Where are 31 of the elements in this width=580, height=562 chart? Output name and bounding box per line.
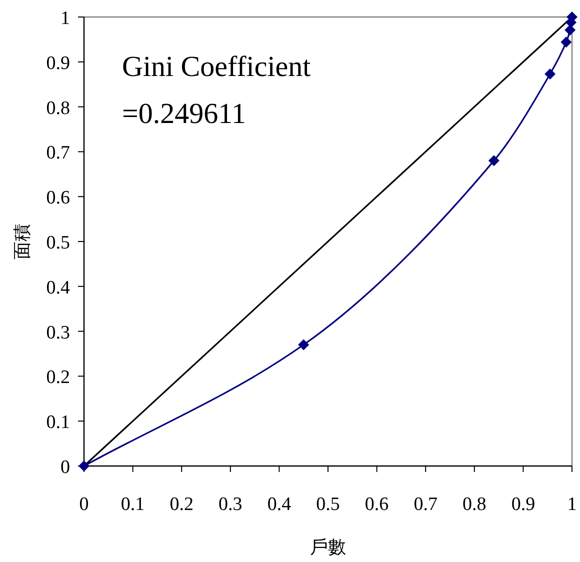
x-tick-label: 0.2 <box>170 494 194 515</box>
y-tick-label: 0.1 <box>46 412 70 434</box>
x-tick-label: 0 <box>79 494 89 515</box>
y-tick-label: 1 <box>60 8 70 29</box>
x-tick-label: 0.9 <box>511 494 536 515</box>
x-tick-label: 1 <box>567 494 577 515</box>
x-tick-label: 0.6 <box>364 494 389 515</box>
y-tick-label: 0.9 <box>46 52 70 74</box>
y-tick-label: 0.4 <box>46 277 70 298</box>
y-tick-label: 0.7 <box>46 142 70 164</box>
y-axis-title: 面積 <box>12 224 32 260</box>
x-tick-label: 0.1 <box>120 494 145 515</box>
y-tick-label: 0.8 <box>46 98 70 119</box>
point <box>564 24 576 36</box>
y-tick-label: 0 <box>60 457 70 478</box>
annotation: Gini Coefficient <box>122 51 311 83</box>
x-tick-label: 0.5 <box>316 494 340 515</box>
point <box>298 339 310 350</box>
y-tick-label: 0.5 <box>46 232 70 254</box>
y-tick-label: 0.2 <box>46 367 70 388</box>
point <box>488 155 500 166</box>
x-tick-label: 0.7 <box>414 494 438 515</box>
point <box>544 68 556 80</box>
x-tick-label: 0.4 <box>267 494 292 515</box>
y-tick-label: 0.3 <box>46 322 70 344</box>
y-tick-label: 0.6 <box>46 188 70 209</box>
x-axis-title: 戶數 <box>310 537 346 557</box>
x-tick-label: 0.8 <box>462 494 486 515</box>
x-tick-label: 0.3 <box>218 494 242 515</box>
annotation: =0.249611 <box>122 98 246 130</box>
point <box>560 36 572 48</box>
